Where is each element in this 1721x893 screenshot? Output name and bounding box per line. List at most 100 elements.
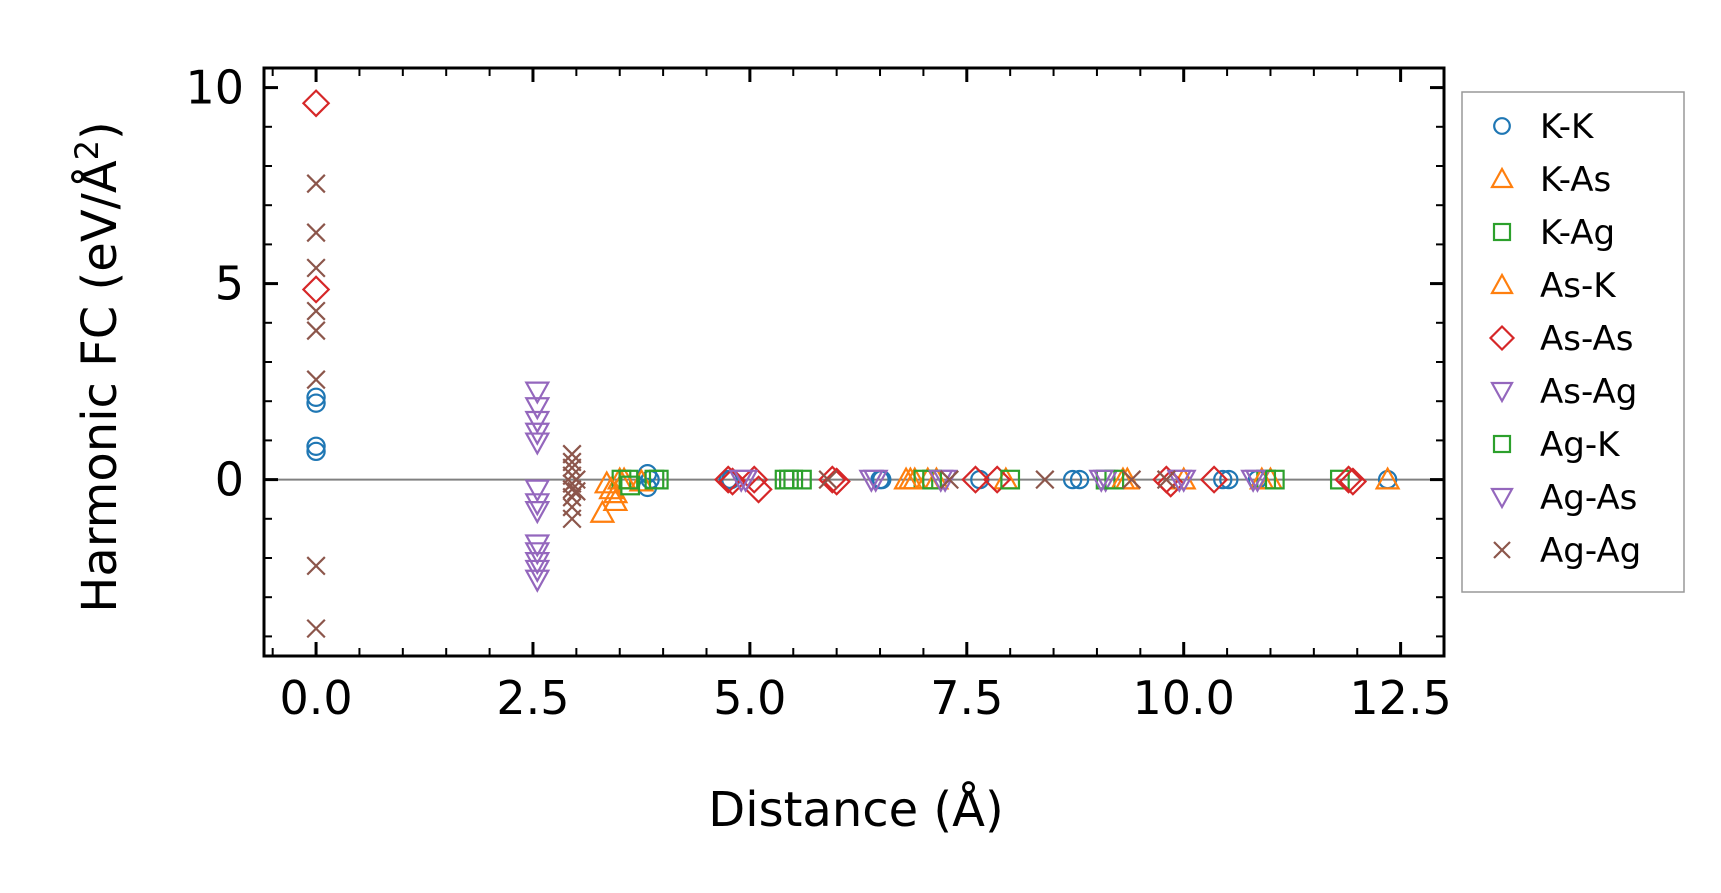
legend-marker [1490, 166, 1514, 189]
data-point [792, 469, 812, 490]
y-axis-title-superscript: 2 [68, 140, 106, 160]
x-tick-label: 7.5 [930, 671, 1003, 725]
data-point [524, 552, 551, 576]
data-point [301, 275, 331, 304]
data-point [524, 569, 551, 593]
legend-marker [1492, 434, 1512, 454]
y-axis-title-main: Harmonic FC (eV/Å [71, 160, 128, 613]
data-point [644, 469, 665, 490]
data-point [1329, 469, 1350, 490]
x-axis-title: Distance (Å) [708, 781, 1003, 838]
legend-label: Ag-Ag [1540, 531, 1641, 571]
data-point [562, 458, 582, 478]
data-point [524, 501, 551, 525]
legend-label: Ag-K [1540, 425, 1621, 465]
data-point [1156, 470, 1176, 490]
y-tick-labels: 0 5 10 [185, 61, 244, 507]
axes-frame [262, 66, 1446, 658]
y-tick-label: 10 [185, 61, 244, 115]
data-point [301, 89, 331, 118]
legend-label: K-As [1540, 160, 1611, 200]
data-point [1166, 469, 1193, 493]
data-point [524, 381, 551, 405]
data-point [306, 370, 326, 390]
legend-marker [1488, 324, 1516, 352]
data-point [1104, 469, 1125, 490]
x-tick-labels: 0.0 2.5 5.0 7.5 10.0 12.5 [279, 671, 1451, 725]
data-point [732, 469, 759, 493]
x-tick-label: 12.5 [1349, 671, 1451, 725]
data-point [740, 465, 769, 494]
data-point [628, 468, 655, 492]
data-point [718, 467, 747, 496]
data-point [1069, 469, 1090, 490]
x-tick-label: 10.0 [1132, 671, 1234, 725]
legend-marker [1490, 487, 1514, 510]
data-point [306, 441, 326, 462]
legend-item-as-k: As-K [1490, 266, 1617, 306]
data-point [1264, 469, 1285, 490]
plot-area: 0.0 2.5 5.0 7.5 10.0 12.5 0 5 10 [185, 61, 1451, 725]
legend-marker [1490, 272, 1514, 295]
y-tick-label: 5 [215, 257, 244, 311]
legend-item-ag-ag: Ag-Ag [1493, 531, 1641, 571]
data-point [939, 470, 960, 490]
legend: K-K K-As K-Ag As-K As-As As-Ag Ag-K Ag-As Ag-Ag [1461, 91, 1685, 593]
data-point [1156, 469, 1185, 498]
series-ag-as [732, 469, 1266, 493]
data-point [858, 469, 885, 493]
major-ticks [264, 68, 1444, 656]
data-point [818, 470, 838, 490]
data-point [562, 509, 582, 529]
data-point [620, 475, 641, 496]
x-tick-label: 2.5 [496, 671, 569, 725]
legend-marker [1492, 222, 1512, 242]
series-k-as [589, 466, 1401, 523]
data-point [306, 618, 326, 639]
y-axis-title: Harmonic FC (eV/Å2) [68, 121, 128, 613]
data-point [1248, 466, 1275, 490]
data-point [589, 499, 616, 523]
minor-ticks [264, 68, 1445, 656]
legend-label: K-K [1540, 107, 1595, 147]
data-point [1240, 469, 1266, 493]
legend-label: As-Ag [1540, 372, 1637, 412]
data-point [1219, 469, 1239, 490]
data-point [1374, 466, 1401, 490]
y-tick-label: 0 [215, 453, 244, 507]
legend-label: As-K [1540, 266, 1617, 306]
data-point [1035, 470, 1055, 490]
legend-label: Ag-As [1540, 478, 1637, 518]
data-point [618, 469, 639, 490]
data-point [306, 556, 326, 576]
data-point [1199, 465, 1229, 494]
data-point [306, 258, 326, 278]
data-point [524, 432, 551, 456]
data-point [562, 479, 582, 499]
legend-marker [1490, 381, 1514, 404]
legend-marker [1493, 541, 1511, 559]
data-point [562, 444, 582, 464]
data-point [306, 223, 326, 243]
data-point [524, 534, 551, 558]
y-axis-title-close: ) [72, 121, 128, 140]
data-point [1122, 470, 1142, 490]
data-point [566, 481, 586, 501]
legend-marker [1493, 117, 1511, 135]
data-point [306, 436, 326, 456]
series-as-as [301, 89, 1368, 504]
data-point [524, 397, 551, 421]
x-tick-label: 5.0 [713, 671, 786, 725]
legend-label: K-Ag [1540, 213, 1615, 253]
data-point [1338, 467, 1368, 496]
data-point [306, 387, 326, 407]
data-point [1062, 469, 1083, 490]
x-tick-label: 0.0 [279, 671, 352, 725]
legend-item-k-k: K-K [1493, 107, 1595, 147]
legend-item-ag-k: Ag-K [1492, 425, 1621, 465]
data-point [961, 465, 990, 494]
data-point [1213, 469, 1233, 490]
legend-item-k-as: K-As [1490, 160, 1611, 200]
data-point [306, 393, 326, 413]
data-point [1000, 469, 1021, 490]
